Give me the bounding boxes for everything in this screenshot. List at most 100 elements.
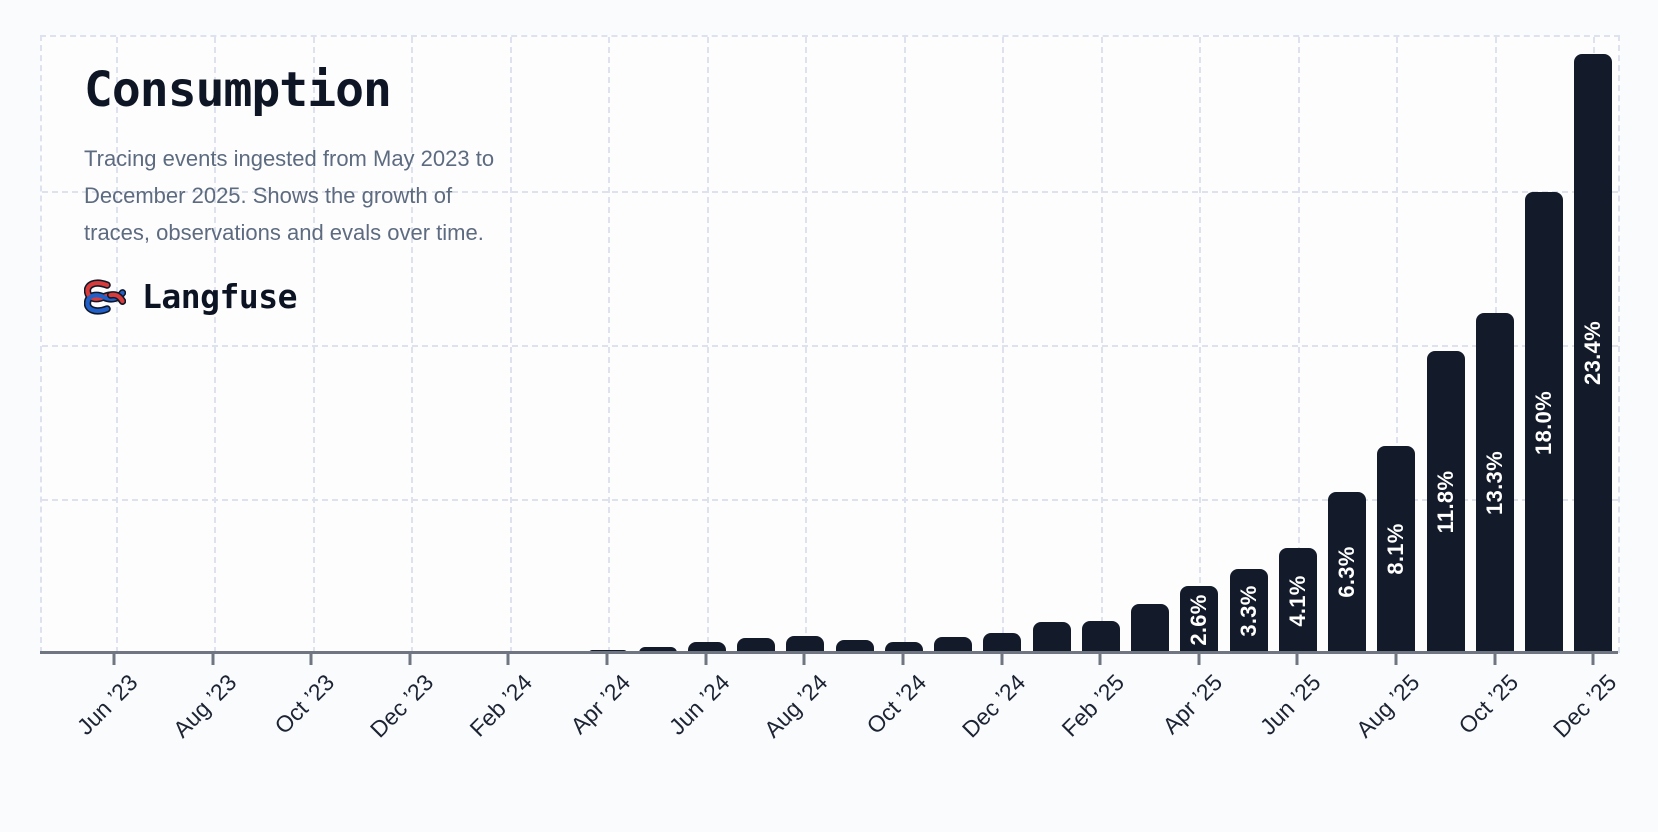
bar-oct-24 — [884, 642, 923, 653]
x-tick — [1591, 653, 1595, 665]
v-gridline — [706, 37, 709, 653]
bar-value-label: 18.0% — [1531, 390, 1557, 455]
bar-slot: 18.0% — [1520, 37, 1569, 653]
x-tick — [1295, 653, 1299, 665]
bar-slot — [535, 37, 584, 653]
x-tick — [1000, 653, 1004, 665]
x-tick-label: Jun ’25 — [1255, 669, 1326, 740]
x-tick-label: Jun ’24 — [663, 669, 735, 740]
bar-sep-24 — [835, 640, 874, 653]
bar-value-label: 4.1% — [1284, 574, 1310, 627]
bar-slot: 13.3% — [1470, 37, 1519, 653]
bar-slot — [732, 37, 781, 653]
bar-slot: 6.3% — [1323, 37, 1372, 653]
x-tick-label: Aug ’24 — [759, 669, 833, 743]
bar-nov-25: 18.0% — [1525, 192, 1564, 653]
bar-may-25: 3.3% — [1229, 568, 1268, 653]
x-tick-label: Aug ’23 — [167, 669, 241, 743]
v-gridline — [115, 37, 118, 653]
x-tick — [112, 653, 116, 665]
x-tick — [802, 653, 806, 665]
x-tick-label: Oct ’23 — [269, 669, 340, 739]
v-gridline — [903, 37, 906, 653]
subtitle-line-1: Tracing events ingested from May 2023 to — [84, 146, 495, 171]
bar-mar-25 — [1131, 604, 1170, 653]
page-title: Consumption — [84, 62, 392, 118]
bar-nov-24 — [934, 637, 973, 653]
brand: Langfuse — [84, 277, 494, 316]
brand-name: Langfuse — [142, 277, 297, 316]
bar-jul-24 — [737, 638, 776, 653]
x-tick — [1493, 653, 1497, 665]
x-tick-label: Dec ’23 — [364, 669, 439, 743]
x-tick-label: Feb ’25 — [1055, 669, 1129, 742]
plot-area: 2.6% 3.3% 4.1% 6.3% 8.1% 11.8% 13.3% 18.0% 23.4% — [40, 35, 1620, 653]
bar-slot — [682, 37, 731, 653]
bar-feb-25 — [1081, 621, 1120, 653]
x-tick — [1197, 653, 1201, 665]
h-gridline — [42, 191, 1618, 193]
v-gridline — [1297, 37, 1300, 653]
v-gridline — [1396, 37, 1399, 653]
v-gridline — [1100, 37, 1103, 653]
bar-jan-25 — [1032, 622, 1071, 653]
h-gridline — [42, 345, 1618, 347]
x-tick — [1394, 653, 1398, 665]
x-tick — [1098, 653, 1102, 665]
bar-slot — [1076, 37, 1125, 653]
v-gridline — [608, 37, 611, 653]
bar-slot — [584, 37, 633, 653]
bar-jun-24 — [687, 642, 726, 653]
chart-subtitle: Tracing events ingested from May 2023 to… — [84, 140, 494, 251]
bar-slot — [879, 37, 928, 653]
bar-aug-25: 8.1% — [1377, 445, 1416, 653]
x-tick-label: Dec ’25 — [1548, 669, 1622, 743]
v-gridline — [214, 37, 217, 653]
bar-slot: 23.4% — [1569, 37, 1618, 653]
x-tick — [408, 653, 412, 665]
x-tick — [605, 653, 609, 665]
x-tick — [211, 653, 215, 665]
v-gridline — [805, 37, 808, 653]
bar-dec-24 — [983, 633, 1022, 653]
bar-slot — [1027, 37, 1076, 653]
bar-jun-25: 4.1% — [1278, 548, 1317, 653]
bar-aug-24 — [786, 636, 825, 653]
v-gridline — [509, 37, 512, 653]
x-tick-label: Jun ’23 — [71, 669, 143, 740]
bar-sep-25: 11.8% — [1426, 350, 1465, 653]
bar-apr-25: 2.6% — [1180, 586, 1219, 653]
bar-value-label: 23.4% — [1580, 321, 1606, 386]
bar-series: 2.6% 3.3% 4.1% 6.3% 8.1% 11.8% 13.3% 18.0% 23.4% — [42, 37, 1618, 653]
subtitle-line-2: December 2025. Shows the growth of — [84, 183, 453, 208]
v-gridline — [1199, 37, 1202, 653]
x-tick-label: Oct ’25 — [1453, 669, 1524, 739]
x-axis-line — [40, 651, 1618, 654]
x-tick — [704, 653, 708, 665]
x-tick-label: Aug ’25 — [1350, 669, 1425, 743]
bar-slot: 2.6% — [1175, 37, 1224, 653]
headline-block: Consumption Tracing events ingested from… — [84, 62, 494, 316]
bar-dec-25: 23.4% — [1574, 53, 1613, 653]
x-tick-label: Apr ’25 — [1157, 669, 1228, 739]
bar-slot — [1126, 37, 1175, 653]
bar-slot: 8.1% — [1372, 37, 1421, 653]
x-tick — [506, 653, 510, 665]
bar-value-label: 8.1% — [1383, 523, 1409, 575]
x-tick-label: Apr ’24 — [565, 669, 636, 739]
x-tick-label: Feb ’24 — [464, 669, 537, 742]
bar-value-label: 3.3% — [1235, 585, 1261, 637]
bar-value-label: 2.6% — [1186, 594, 1212, 646]
bar-value-label: 11.8% — [1432, 470, 1458, 534]
subtitle-line-3: traces, observations and evals over time… — [84, 220, 484, 245]
x-tick-label: Oct ’24 — [861, 669, 932, 739]
bar-slot — [633, 37, 682, 653]
bar-slot: 3.3% — [1224, 37, 1273, 653]
bar-slot — [781, 37, 830, 653]
x-tick-label: Dec ’24 — [956, 669, 1030, 743]
x-tick — [309, 653, 313, 665]
x-tick — [901, 653, 905, 665]
bar-jul-25: 6.3% — [1328, 491, 1367, 653]
langfuse-knot-icon — [84, 278, 126, 316]
